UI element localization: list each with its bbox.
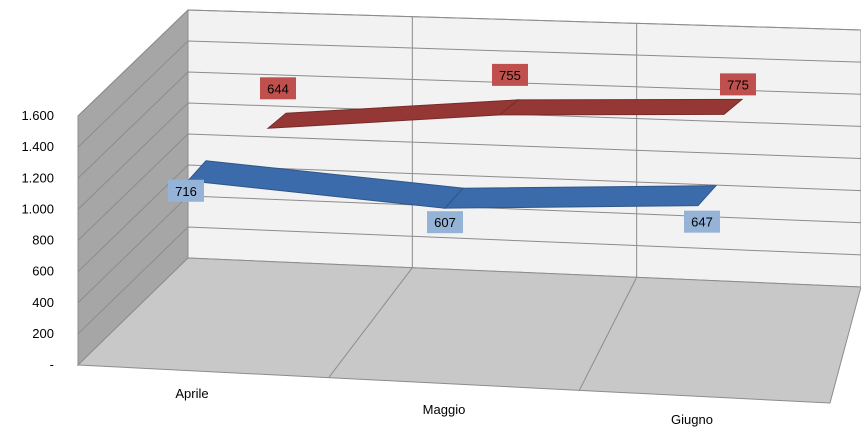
- y-tick-label: 800: [32, 233, 54, 248]
- y-axis-ticks: - 200 400 600 800 1.000 1.200 1.400 1.600: [21, 108, 54, 372]
- data-label: 716: [175, 184, 197, 199]
- data-label-box: [168, 179, 204, 202]
- x-category-label: Giugno: [671, 412, 713, 427]
- data-label: 644: [267, 81, 289, 96]
- data-label-box: [260, 77, 296, 100]
- y-tick-label: 1.600: [21, 108, 54, 123]
- data-label-box: [720, 73, 756, 96]
- series-layer: [186, 98, 744, 209]
- y-tick-label: 1.400: [21, 139, 54, 154]
- data-label: 647: [691, 215, 713, 230]
- data-label: 607: [434, 215, 456, 230]
- y-tick-label: 200: [32, 326, 54, 341]
- x-category-label: Maggio: [423, 402, 466, 417]
- x-axis-categories: Aprile Maggio Giugno: [175, 386, 713, 427]
- y-tick-label: 600: [32, 264, 54, 279]
- data-label: 755: [499, 68, 521, 83]
- data-label-layer: 716 607 647 644 755 775: [168, 63, 756, 234]
- y-tick-label: 400: [32, 295, 54, 310]
- floor-divider: [328, 267, 413, 378]
- series-2-segment: [498, 98, 744, 116]
- y-tick-label: 1.000: [21, 201, 54, 216]
- data-label: 775: [727, 77, 749, 92]
- y-tick-label: -: [50, 357, 54, 372]
- data-label-box: [427, 211, 463, 234]
- y-tick-label: 1.200: [21, 170, 54, 185]
- data-label-box: [492, 63, 528, 86]
- gridlines: [77, 9, 861, 391]
- x-category-label: Aprile: [175, 386, 208, 401]
- data-label-box: [684, 210, 720, 233]
- series-1-segment: [443, 185, 718, 209]
- floor-divider: [578, 277, 638, 391]
